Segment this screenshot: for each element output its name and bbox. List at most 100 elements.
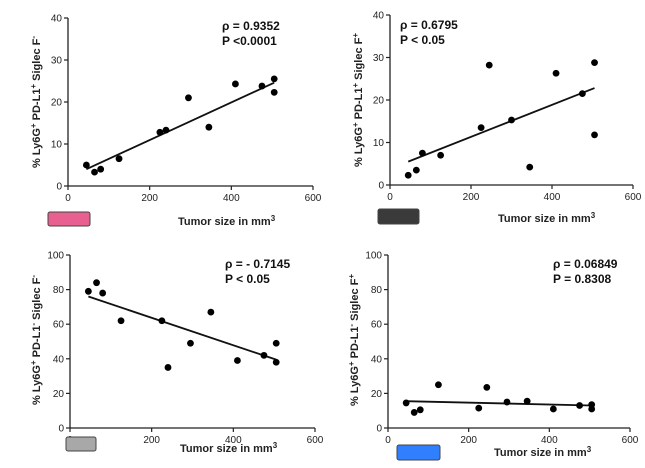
data-point [234, 357, 241, 364]
y-tick-label: 0 [58, 424, 64, 435]
y-tick-label: 10 [51, 140, 63, 151]
stat-rho: ρ = - 0.7145 [225, 257, 290, 271]
x-tick-label: 200 [141, 193, 158, 204]
data-point [270, 88, 278, 96]
group-color-swatch [377, 208, 420, 225]
data-point [185, 94, 192, 102]
x-axis-label: Tumor size in mm3 [178, 214, 276, 229]
regression-line [88, 295, 277, 361]
y-tick-label: 40 [53, 354, 65, 365]
data-point [232, 80, 239, 88]
stat-rho: ρ = 0.6795 [400, 18, 458, 32]
data-point [419, 149, 426, 157]
group-color-swatch [65, 436, 97, 452]
y-tick-label: 100 [365, 251, 382, 262]
data-point [552, 69, 560, 77]
chart-panel-top-right: 0 200 400 600 0 10 20 30 40 % Ly6G+ PD-L1+ Siglec… [351, 11, 642, 226]
data-point [82, 161, 90, 169]
y-axis-label: % Ly6G+ PD-L1+ Siglec F- [29, 36, 44, 168]
data-point [158, 317, 166, 325]
data-point [576, 402, 583, 409]
x-tick-label: 400 [541, 435, 558, 446]
x-tick-label: 200 [463, 192, 480, 203]
data-point [410, 409, 418, 416]
x-tick-label: 600 [622, 435, 639, 446]
y-tick-label: 100 [47, 251, 64, 262]
y-tick-label: 40 [373, 11, 385, 22]
data-point [164, 364, 172, 371]
data-point [162, 126, 170, 134]
x-tick-label: 400 [225, 435, 242, 446]
y-tick-label: 40 [51, 14, 63, 25]
y-tick-label: 20 [371, 389, 383, 400]
data-point [578, 90, 586, 98]
data-point [99, 289, 107, 297]
data-point [207, 308, 215, 316]
x-tick-label: 200 [460, 435, 477, 446]
x-tick-label: 0 [65, 193, 71, 204]
data-point [93, 279, 100, 287]
y-tick-label: 20 [373, 96, 385, 107]
data-point [402, 399, 410, 407]
data-point [508, 116, 515, 124]
x-tick-label: 200 [143, 435, 160, 446]
regression-line [406, 400, 592, 407]
data-point [270, 75, 278, 83]
regression-line [407, 87, 595, 163]
x-tick-label: 0 [387, 192, 393, 203]
data-point [258, 82, 266, 90]
data-point [503, 398, 511, 406]
chart-panel-top-left: 0 200 400 600 0 10 20 30 40 % Ly6G+ PD-L1+ Siglec… [29, 14, 322, 229]
data-point [416, 406, 424, 414]
y-axis-label: % Ly6G+ PD-L1- Siglec F+ [347, 274, 362, 406]
x-axis-label: Tumor size in mm3 [180, 441, 278, 456]
data-point [526, 163, 534, 171]
stat-p-value: P <0.0001 [222, 34, 277, 48]
stat-p-value: P < 0.05 [400, 33, 445, 47]
y-tick-label: 10 [373, 138, 385, 149]
data-point [115, 155, 123, 163]
data-point [97, 165, 105, 173]
y-tick-label: 60 [371, 320, 383, 331]
data-point [272, 339, 280, 347]
y-axis-label: % Ly6G+ PD-L1- Siglec F- [29, 275, 44, 405]
group-color-swatch [396, 444, 441, 461]
x-tick-label: 600 [625, 192, 642, 203]
y-tick-label: 80 [53, 285, 65, 296]
data-point [260, 351, 268, 359]
y-tick-label: 0 [56, 182, 62, 193]
data-point [485, 61, 493, 69]
x-tick-label: 600 [305, 193, 322, 204]
data-point [588, 405, 596, 413]
stat-rho: ρ = 0.06849 [553, 257, 618, 271]
y-tick-label: 20 [51, 98, 63, 109]
data-point [591, 59, 598, 66]
stat-p-value: P = 0.8308 [553, 272, 611, 286]
x-axis-label: Tumor size in mm3 [498, 211, 596, 226]
x-tick-label: 400 [544, 192, 561, 203]
data-point [437, 151, 445, 159]
data-point [205, 123, 213, 131]
y-tick-label: 0 [376, 424, 382, 435]
y-tick-label: 40 [371, 354, 383, 365]
data-point [475, 404, 483, 412]
data-point [523, 397, 531, 405]
x-axis-label: Tumor size in mm3 [494, 445, 592, 460]
y-axis-label: % Ly6G+ PD-L1+ Siglec F+ [351, 33, 366, 167]
data-point [591, 131, 598, 139]
stat-p-value: P < 0.05 [225, 272, 270, 286]
data-point [117, 317, 125, 325]
data-point [477, 124, 485, 132]
y-tick-label: 80 [371, 285, 383, 296]
group-color-swatch [47, 211, 91, 227]
data-point [272, 358, 280, 366]
data-point [187, 339, 194, 347]
data-point [84, 287, 92, 295]
data-point [435, 381, 442, 389]
y-tick-label: 30 [51, 56, 63, 67]
data-point [404, 171, 412, 179]
data-point [483, 383, 491, 391]
data-point [91, 168, 98, 176]
